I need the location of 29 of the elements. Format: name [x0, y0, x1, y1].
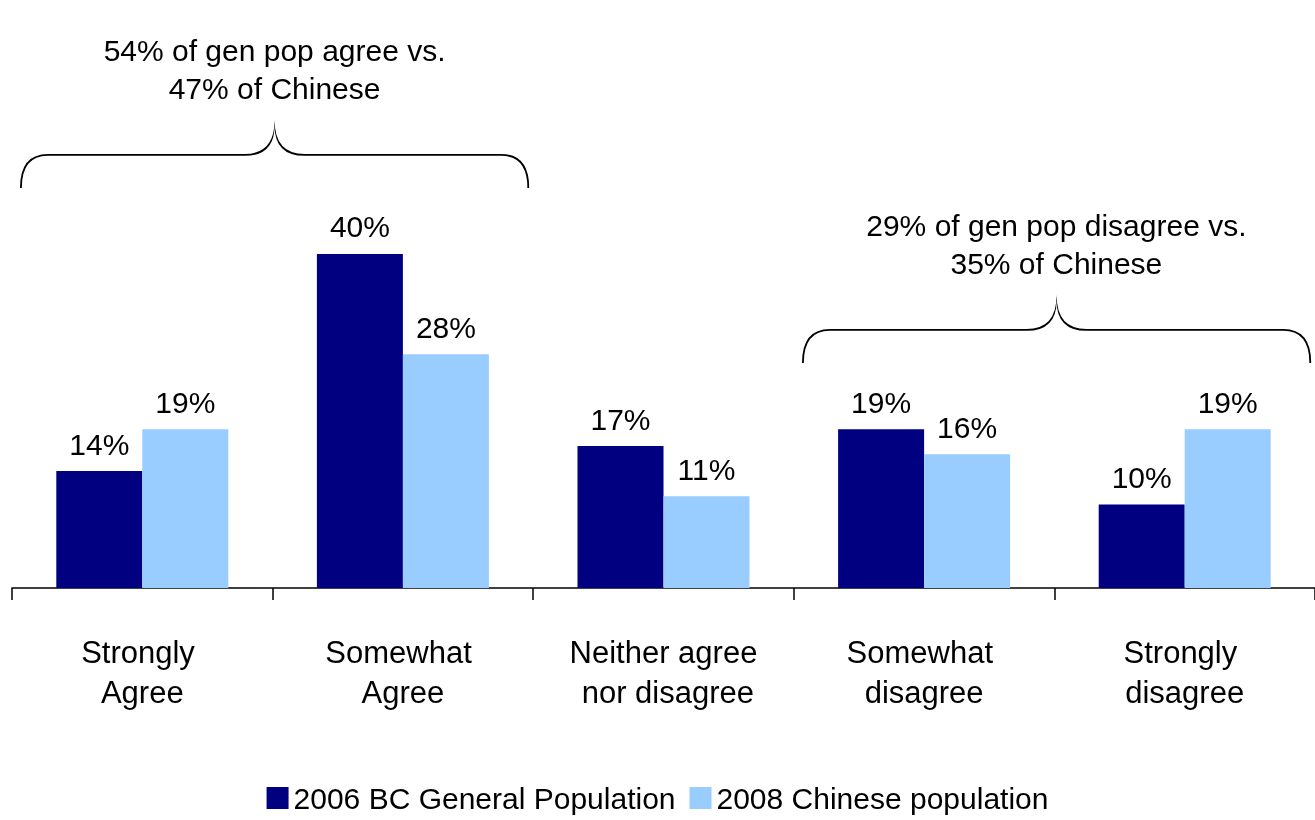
- data-label: 40%: [329, 210, 390, 244]
- x-tick-label: Strongly Agree: [81, 634, 204, 710]
- data-label: 28%: [415, 310, 476, 344]
- data-label: 19%: [851, 385, 912, 419]
- data-label: 17%: [590, 402, 651, 436]
- data-label: 19%: [155, 385, 216, 419]
- x-tick-label: Strongly disagree: [1123, 634, 1246, 710]
- bar: [577, 446, 664, 588]
- x-tick-label: Somewhat disagree: [846, 634, 1002, 710]
- bar: [1184, 429, 1271, 588]
- bar: [402, 354, 489, 588]
- data-label: 16%: [937, 410, 998, 444]
- data-label: 14%: [69, 427, 130, 461]
- data-label: 19%: [1197, 385, 1258, 419]
- annotation: 29% of gen pop disagree vs. 35% of Chinese: [865, 208, 1248, 283]
- bar: [316, 253, 403, 588]
- legend-label: 2006 BC General Population: [293, 781, 676, 815]
- bar: [1098, 504, 1185, 588]
- bar: [924, 454, 1011, 588]
- bar: [838, 429, 925, 588]
- bar: [663, 496, 750, 588]
- bar: [56, 471, 143, 588]
- data-label: 10%: [1111, 460, 1172, 494]
- x-tick-label: Neither agree nor disagree: [569, 634, 758, 710]
- bar: [142, 429, 229, 588]
- x-tick-label: Somewhat Agree: [325, 634, 481, 710]
- legend-label: 2008 Chinese population: [716, 781, 1049, 815]
- data-label: 11%: [677, 452, 736, 486]
- text: 54% of gen pop agree vs. 47% of Chinese: [102, 32, 447, 107]
